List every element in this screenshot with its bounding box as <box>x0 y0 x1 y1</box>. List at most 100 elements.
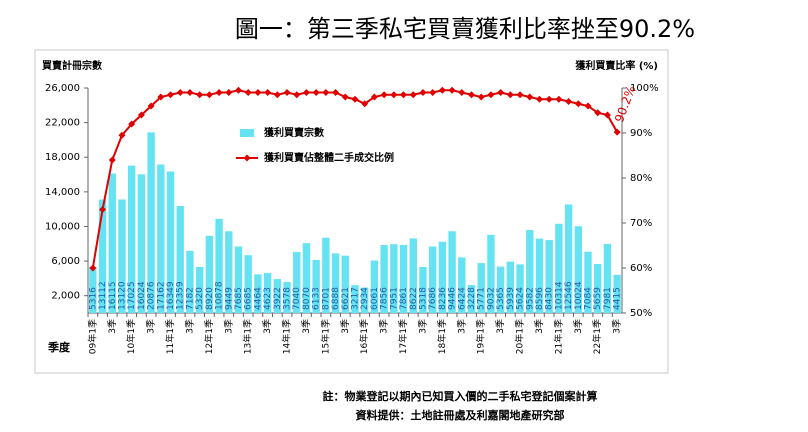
bar-value-label: 6133 <box>312 287 322 310</box>
bar-value-label: 16115 <box>108 281 118 310</box>
line-marker <box>108 156 116 164</box>
x-tick-label: 17年1季 <box>397 319 409 354</box>
bar-value-label: 8236 <box>438 287 448 310</box>
bar-value-label: 3228 <box>467 287 477 310</box>
line-marker <box>302 89 310 96</box>
y-axis-title: 買賣計冊宗數 <box>42 59 102 72</box>
bar <box>506 261 515 313</box>
line-marker <box>477 93 485 101</box>
bar <box>128 165 136 313</box>
bar <box>487 234 495 313</box>
bar <box>477 263 485 313</box>
y-tick-label: 18,000 <box>45 152 80 163</box>
bar <box>370 260 379 313</box>
bar <box>108 173 116 313</box>
line-marker <box>273 91 281 99</box>
bar <box>584 251 592 313</box>
bar-value-label: 9446 <box>448 287 458 310</box>
bar-value-label: 9032 <box>486 287 496 310</box>
line-marker <box>332 89 340 96</box>
legend-swatch <box>240 129 254 137</box>
x-tick-label: 16年1季 <box>358 319 370 354</box>
y-tick-label: 10,000 <box>45 221 80 232</box>
bar-value-label: 5624 <box>516 287 526 310</box>
bar-value-label: 6424 <box>457 287 467 310</box>
line-marker <box>370 93 378 101</box>
bar-value-label: 5365 <box>496 287 506 310</box>
x-tick-label: 3季 <box>222 319 234 334</box>
line-marker <box>400 91 408 99</box>
line-marker <box>157 93 165 101</box>
bar <box>283 282 291 313</box>
bar <box>176 206 184 313</box>
legend-swatch <box>243 154 251 162</box>
line-marker <box>341 93 349 101</box>
bar-value-label: 10314 <box>554 281 564 310</box>
line-marker <box>99 206 107 213</box>
bar <box>293 252 301 313</box>
x-tick-label: 14年1季 <box>281 319 293 354</box>
bar <box>535 238 544 313</box>
bar <box>526 230 534 313</box>
x-tick-label: 3季 <box>145 319 157 334</box>
bar <box>409 238 417 313</box>
bar-value-label: 7182 <box>185 287 195 310</box>
bar <box>225 231 233 313</box>
bar <box>467 285 476 313</box>
footnote: 資料提供：土地註冊處及利嘉閣地產研究部 <box>356 408 565 422</box>
bar <box>438 241 447 313</box>
bar <box>234 246 243 313</box>
line-marker <box>293 91 301 99</box>
bar <box>273 279 282 313</box>
x-tick-label: 3季 <box>300 319 312 334</box>
line-marker <box>137 111 145 119</box>
bar <box>594 264 602 313</box>
line-marker <box>565 98 573 105</box>
bar-value-label: 9582 <box>525 287 535 310</box>
bar-value-label: 8070 <box>302 287 312 310</box>
bar-value-label: 5771 <box>477 287 487 310</box>
y-tick-label: 22,000 <box>45 118 80 129</box>
bar-value-label: 5318 <box>418 287 428 310</box>
line-marker <box>497 89 505 96</box>
bar <box>254 274 262 313</box>
line-marker <box>526 93 534 101</box>
line-marker <box>234 86 242 94</box>
line-marker <box>487 91 495 99</box>
bar <box>147 132 155 313</box>
line-marker <box>506 91 514 99</box>
bar-value-label: 16349 <box>166 281 176 310</box>
bar-value-label: 8622 <box>409 287 419 310</box>
bar <box>419 266 427 313</box>
line-marker <box>147 102 155 110</box>
y2-tick-label: 60% <box>630 263 652 274</box>
bar-value-label: 6888 <box>331 287 341 310</box>
x-tick-label: 20年1季 <box>514 319 526 354</box>
line-marker <box>361 100 369 108</box>
x-tick-label: 11年1季 <box>164 319 176 354</box>
x-tick-label: 3季 <box>494 319 506 334</box>
bar <box>545 240 553 313</box>
bar-value-label: 3578 <box>283 287 293 310</box>
x-tick-label: 10年1季 <box>125 319 137 354</box>
line-marker <box>128 120 136 128</box>
bar-value-label: 7686 <box>428 287 438 310</box>
bar-value-label: 17025 <box>127 281 137 310</box>
line-marker <box>312 89 320 96</box>
bar <box>361 287 369 313</box>
x-tick-label: 3季 <box>378 319 390 334</box>
bar <box>399 244 408 313</box>
line-marker <box>390 91 398 99</box>
x-tick-label: 18年1季 <box>436 319 448 354</box>
bar-value-label: 4415 <box>613 287 623 310</box>
bar <box>195 266 204 313</box>
x-tick-label: 12年1季 <box>203 319 215 354</box>
footnote: 註：物業登記以期內已知買入價的二手私宅登記個案計算 <box>323 389 598 403</box>
y2-axis-title: 獲利買賣比率 (%) <box>575 59 658 72</box>
line-marker <box>167 91 175 99</box>
x-tick-label: 3季 <box>611 319 623 334</box>
bar <box>458 257 466 313</box>
bar-value-label: 7084 <box>584 287 594 310</box>
bar <box>390 244 398 313</box>
legend-label: 獲利買賣佔整體二手成交比例 <box>264 151 394 164</box>
